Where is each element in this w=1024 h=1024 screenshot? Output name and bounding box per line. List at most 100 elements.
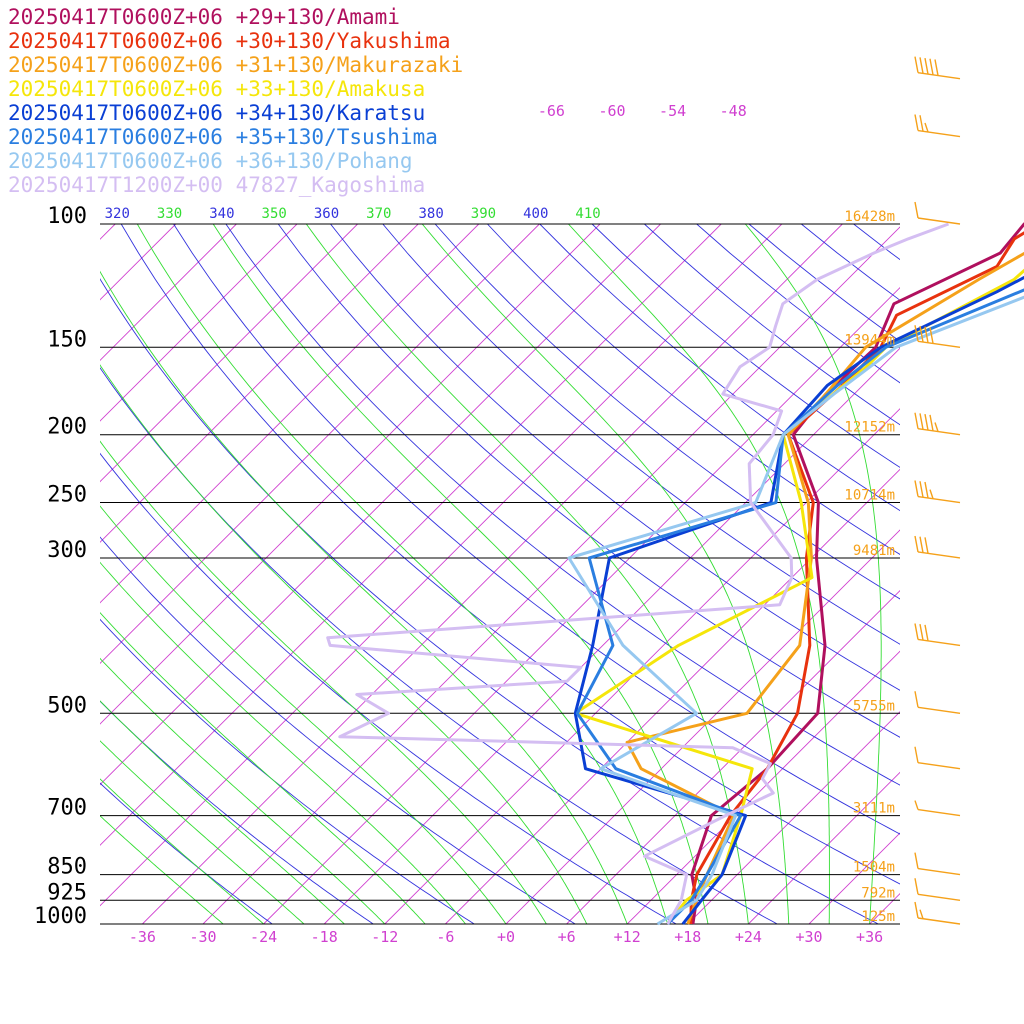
temperature-tick-label: -18 bbox=[311, 928, 338, 946]
theta-label: 360 bbox=[314, 206, 339, 222]
theta-label: 330 bbox=[157, 206, 182, 222]
isobar-lines bbox=[100, 223, 900, 925]
moist-adiabat-line bbox=[100, 740, 305, 924]
isotherm-line bbox=[100, 224, 419, 543]
theta-label: 380 bbox=[418, 206, 443, 222]
isotherm-line bbox=[445, 468, 900, 924]
wind-barb-flag bbox=[924, 624, 929, 641]
isotherm-line bbox=[100, 224, 722, 846]
wind-barb bbox=[914, 325, 961, 348]
pressure-label: 250 bbox=[47, 483, 87, 508]
height-label: 792m bbox=[861, 885, 895, 901]
pressure-label: 300 bbox=[47, 538, 87, 563]
wind-barb-flag bbox=[914, 852, 919, 869]
pressure-label: 925 bbox=[47, 880, 87, 905]
wind-barb bbox=[914, 535, 961, 559]
isotherm-line bbox=[566, 589, 900, 924]
wind-barb-staff bbox=[917, 867, 961, 876]
legend-entry: 20250417T0600Z+06 +30+130/Yakushima bbox=[8, 29, 451, 53]
top-temperature-label: -66 bbox=[538, 102, 565, 120]
legend-entry: 20250417T0600Z+06 +29+130/Amami bbox=[8, 5, 400, 29]
wind-barb bbox=[914, 480, 961, 504]
pressure-label: 150 bbox=[47, 327, 87, 352]
temperature-tick-label: +30 bbox=[795, 928, 822, 946]
wind-barb-flag bbox=[924, 326, 929, 343]
dry-adiabat-line bbox=[329, 224, 900, 691]
temperature-tick-label: +24 bbox=[735, 928, 762, 946]
isotherm-line bbox=[100, 224, 601, 725]
wind-barb bbox=[914, 691, 961, 714]
profile-line bbox=[567, 295, 1024, 926]
theta-label: 400 bbox=[523, 206, 548, 222]
top-temperature-label: -54 bbox=[659, 102, 686, 120]
wind-barb-flag bbox=[914, 746, 919, 763]
legend-entry: 20250417T0600Z+06 +34+130/Karatsu bbox=[8, 101, 425, 125]
isotherm-line bbox=[263, 286, 900, 924]
wind-barbs bbox=[914, 56, 961, 925]
wind-barb-flag bbox=[919, 481, 924, 498]
pressure-label: 100 bbox=[47, 204, 87, 229]
wind-barb-flag bbox=[914, 325, 919, 342]
pressure-label: 200 bbox=[47, 415, 87, 440]
theta-label: 350 bbox=[262, 206, 287, 222]
wind-barb bbox=[914, 114, 961, 138]
dry-adiabat-lines bbox=[100, 208, 1024, 924]
wind-barb bbox=[914, 800, 961, 817]
wind-barb-staff bbox=[917, 428, 961, 436]
dry-adiabat-line bbox=[100, 367, 778, 924]
temperature-tick-label: -12 bbox=[371, 928, 398, 946]
height-label: 9481m bbox=[853, 543, 895, 559]
wind-barb-staff bbox=[917, 917, 961, 925]
isotherm-line bbox=[384, 408, 900, 924]
legend-entry: 20250417T0600Z+06 +31+130/Makurazaki bbox=[8, 53, 463, 77]
pressure-label: 700 bbox=[47, 796, 87, 821]
pressure-label: 500 bbox=[47, 693, 87, 718]
height-label: 125m bbox=[861, 909, 895, 925]
sounding-profiles bbox=[326, 222, 1024, 926]
isotherm-line bbox=[687, 711, 900, 924]
isotherm-line bbox=[323, 347, 900, 924]
wind-barb-flag bbox=[924, 537, 929, 554]
wind-barb-flag bbox=[934, 59, 939, 76]
moist-adiabat-line bbox=[136, 224, 669, 924]
wind-barb-flag bbox=[914, 412, 919, 429]
wind-barb-flag bbox=[924, 122, 929, 133]
wind-barb-flag bbox=[919, 413, 924, 430]
temperature-tick-label: -24 bbox=[250, 928, 277, 946]
dry-adiabat-line bbox=[434, 224, 900, 600]
theta-label: 340 bbox=[209, 206, 234, 222]
wind-barb-staff bbox=[917, 495, 961, 504]
wind-barb-staff bbox=[917, 340, 961, 348]
moist-adiabat-line bbox=[744, 224, 882, 924]
dry-adiabat-line bbox=[100, 618, 475, 924]
height-label: 10714m bbox=[844, 488, 895, 504]
wind-barb-staff bbox=[917, 808, 961, 817]
top-temperature-label: -60 bbox=[598, 102, 625, 120]
wind-barb-staff bbox=[917, 551, 961, 559]
height-labels: 16428m 13944m 12152m 10714m 9481m 5755m 3111m 1… bbox=[844, 209, 895, 925]
wind-barb-flag bbox=[914, 800, 919, 810]
legend-entry: 20250417T0600Z+06 +33+130/Amakusa bbox=[8, 77, 425, 101]
moist-adiabat-line bbox=[212, 224, 709, 924]
wind-barb bbox=[914, 852, 961, 876]
dry-adiabat-line bbox=[695, 224, 900, 384]
height-label: 1504m bbox=[853, 860, 895, 876]
wind-barb-flag bbox=[919, 909, 924, 919]
isotherm-line bbox=[100, 224, 298, 422]
height-label: 12152m bbox=[844, 420, 895, 436]
isotherm-line bbox=[748, 771, 900, 924]
isotherm-line bbox=[991, 224, 1024, 924]
wind-barb-flag bbox=[914, 623, 919, 640]
dry-adiabat-line bbox=[916, 208, 1024, 924]
profile-line bbox=[326, 222, 950, 925]
isotherm-line bbox=[100, 224, 661, 786]
wind-barb-flag bbox=[919, 57, 924, 74]
wind-barb-flag bbox=[919, 325, 924, 343]
wind-barb-flag bbox=[924, 481, 929, 499]
wind-barb-flag bbox=[914, 201, 919, 219]
profile-line bbox=[690, 222, 1024, 925]
wind-barb-flag bbox=[924, 413, 929, 431]
isotherm-line bbox=[100, 224, 358, 483]
isotherm-line bbox=[100, 224, 480, 604]
isotherm-lines bbox=[100, 224, 1024, 924]
